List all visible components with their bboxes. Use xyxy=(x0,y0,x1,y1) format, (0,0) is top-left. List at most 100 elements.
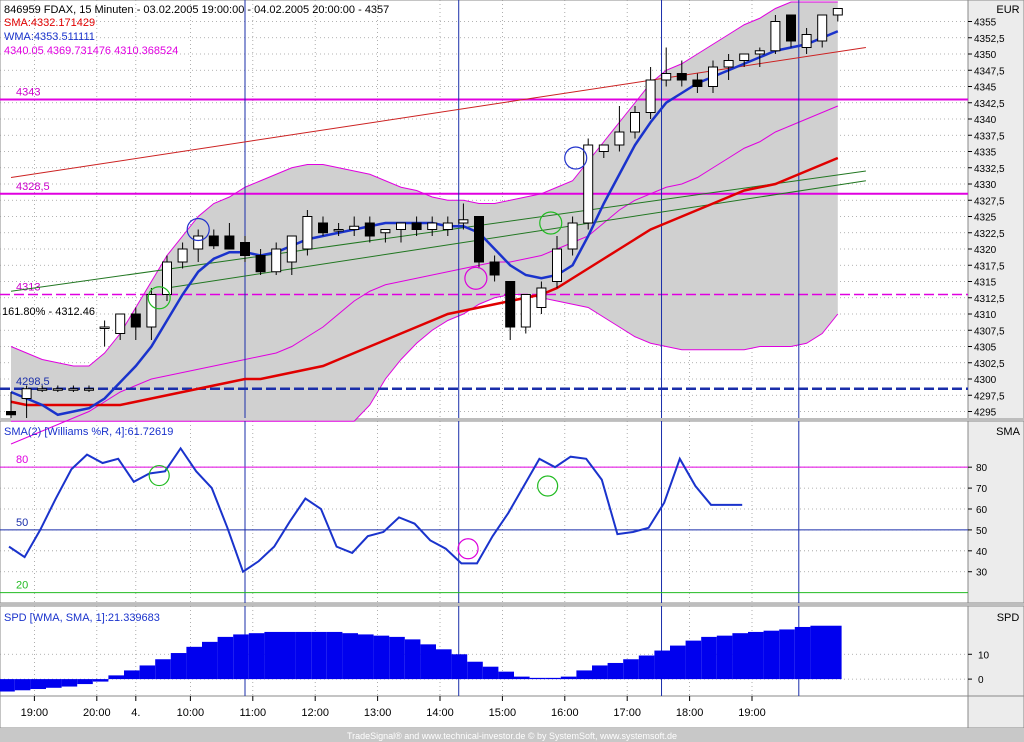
williams-line xyxy=(8,446,743,574)
candle xyxy=(162,261,172,295)
candle xyxy=(349,225,360,230)
bollinger-mid-line xyxy=(10,105,838,445)
spd-currency-label: SPD xyxy=(997,612,1020,624)
candle xyxy=(224,235,235,250)
price-tick-label: 4345 xyxy=(974,83,997,94)
chart-title: 846959 FDAX, 15 Minuten - 03.02.2005 19:… xyxy=(4,4,389,16)
candle xyxy=(801,34,812,48)
time-tick-label: 4. xyxy=(131,707,140,719)
spd-bar xyxy=(92,679,109,682)
candle xyxy=(552,248,562,282)
candle xyxy=(68,388,79,391)
candle xyxy=(193,235,204,250)
candle xyxy=(567,222,578,250)
candle xyxy=(505,281,516,328)
bollinger-legend: 4340.05 4369.731476 4310.368524 xyxy=(4,45,178,57)
time-tick-label: 14:00 xyxy=(426,707,454,719)
spd-bar xyxy=(358,634,374,680)
sma-line xyxy=(10,156,839,407)
level-label: 4298,5 xyxy=(16,376,50,388)
candle xyxy=(583,144,594,224)
spd-bar xyxy=(779,629,795,680)
signal-circle xyxy=(464,266,488,290)
spd-bar xyxy=(0,679,15,692)
price-axis xyxy=(967,0,1024,422)
candle xyxy=(739,53,750,61)
spd-bar xyxy=(810,625,826,680)
candle xyxy=(52,388,63,391)
candle xyxy=(489,261,500,276)
price-tick-label: 4322,5 xyxy=(974,229,1005,240)
spd-bar xyxy=(233,634,249,680)
level-label: 4328,5 xyxy=(16,181,50,193)
spd-bar xyxy=(170,653,187,680)
price-tick-label: 4312,5 xyxy=(974,294,1005,305)
candle xyxy=(770,21,781,52)
candle xyxy=(474,216,484,263)
spd-bar xyxy=(436,649,452,680)
trendline xyxy=(166,180,866,289)
signal-circle xyxy=(186,217,210,242)
candle xyxy=(37,388,48,391)
price-tick-label: 4300 xyxy=(974,375,997,386)
candle xyxy=(146,294,157,328)
price-tick-label: 4315 xyxy=(974,278,997,289)
spd-bar xyxy=(124,670,140,680)
spd-bar xyxy=(404,639,421,680)
price-tick-label: 4352,5 xyxy=(974,34,1005,45)
candle xyxy=(723,60,734,68)
time-tick-label: 20:00 xyxy=(83,707,111,719)
time-tick-label: 11:00 xyxy=(239,707,266,719)
williams-tick-label: 50 xyxy=(976,526,988,537)
spd-bar xyxy=(670,645,686,680)
spd-bar xyxy=(763,630,780,680)
time-axis xyxy=(0,695,969,729)
spd-bar xyxy=(654,650,670,680)
bollinger-band-fill xyxy=(11,2,838,422)
spd-bar xyxy=(560,676,577,680)
candle xyxy=(364,222,375,237)
candle xyxy=(286,235,297,263)
price-tick-label: 4332,5 xyxy=(974,164,1005,175)
time-tick-label: 18:00 xyxy=(676,707,704,719)
time-tick-label: 16:00 xyxy=(551,707,579,719)
spd-bar xyxy=(748,631,764,680)
price-tick-label: 4310 xyxy=(974,310,997,321)
candle xyxy=(333,229,344,232)
williams-tick-label: 70 xyxy=(976,484,988,495)
bollinger-lower-line xyxy=(11,294,839,422)
spd-bar xyxy=(732,633,748,680)
footer-bar xyxy=(0,728,1024,742)
footer-text: TradeSignal® and www.technical-investor.… xyxy=(347,731,677,741)
spd-bar xyxy=(420,644,436,680)
price-tick-label: 4340 xyxy=(974,115,997,126)
price-tick-label: 4295 xyxy=(974,408,997,419)
candle xyxy=(271,248,282,273)
spd-bar xyxy=(295,631,312,680)
candle xyxy=(614,131,625,146)
spd-bar xyxy=(373,635,390,680)
price-tick-label: 4342,5 xyxy=(974,99,1005,110)
spd-bar xyxy=(186,646,202,680)
candle xyxy=(84,388,94,391)
spd-bar xyxy=(342,633,358,680)
candle xyxy=(458,219,469,224)
spd-bar xyxy=(638,655,655,680)
spd-bar xyxy=(264,631,280,680)
spd-bar xyxy=(155,659,171,680)
candle xyxy=(130,313,141,328)
price-tick-label: 4337,5 xyxy=(974,131,1005,142)
candle xyxy=(786,14,796,42)
candle xyxy=(6,411,16,416)
williams-tick-label: 30 xyxy=(976,568,988,579)
spd-bar xyxy=(467,661,483,680)
spd-tick-label: 0 xyxy=(978,675,984,686)
candle xyxy=(645,79,656,113)
signal-circle xyxy=(539,211,563,235)
time-tick-label: 10:00 xyxy=(177,707,205,719)
candle xyxy=(255,255,266,273)
spd-bar xyxy=(545,677,561,680)
candle xyxy=(661,73,672,81)
time-tick-label: 13:00 xyxy=(364,707,392,719)
